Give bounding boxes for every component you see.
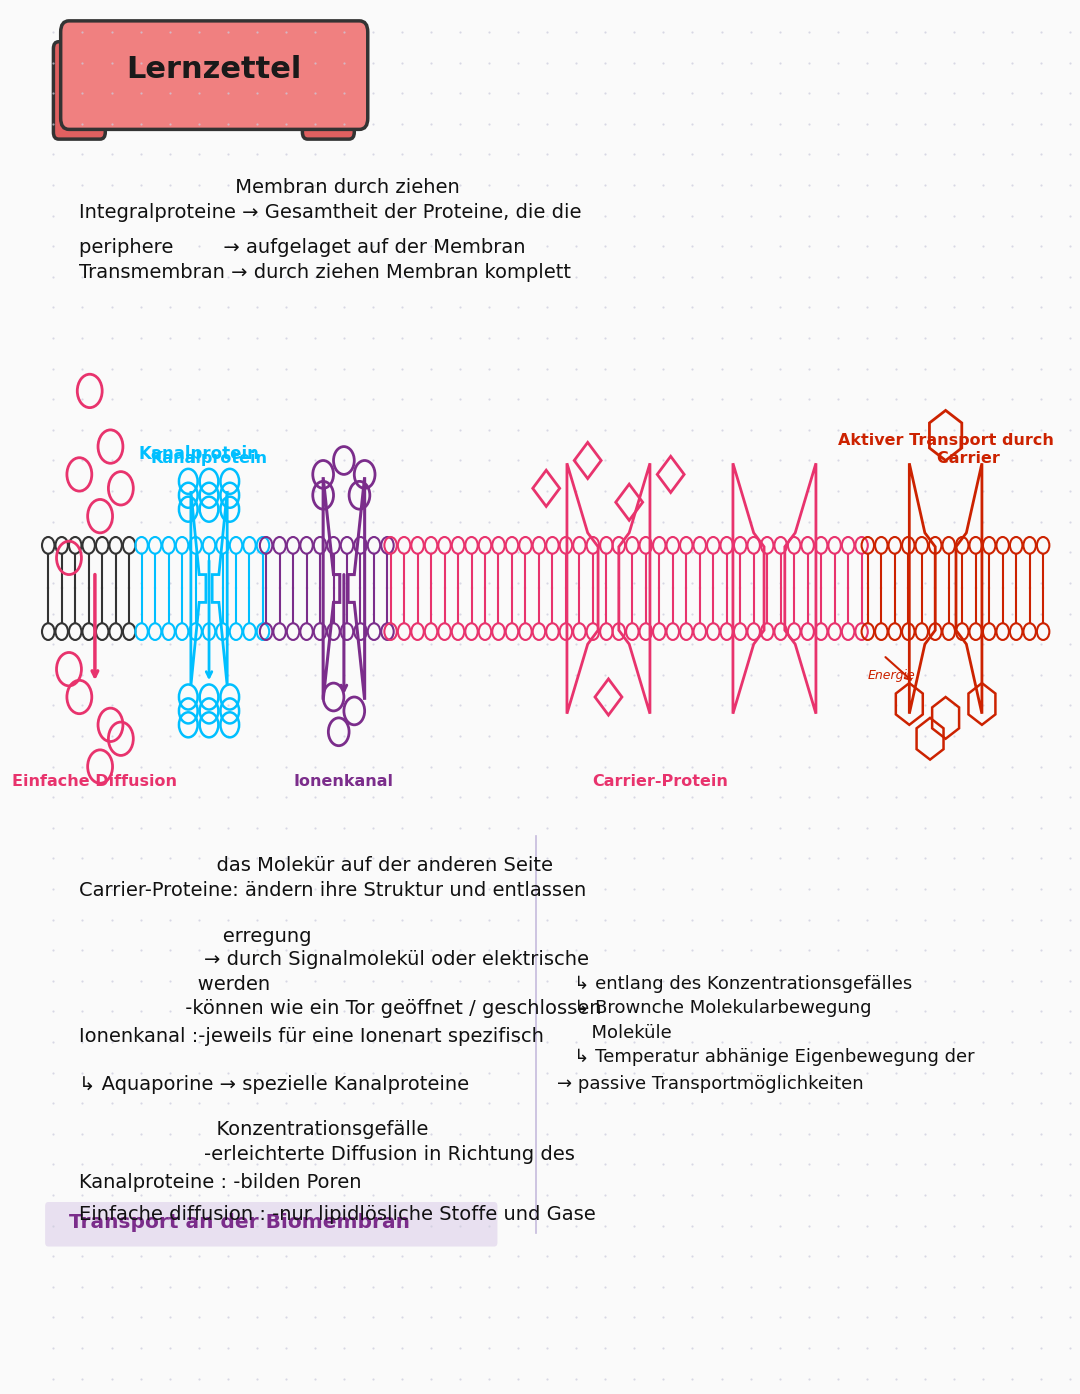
Text: ↳ Aquaporine → spezielle Kanalproteine: ↳ Aquaporine → spezielle Kanalproteine: [79, 1075, 470, 1094]
Text: Ionenkanal: Ionenkanal: [294, 774, 394, 789]
Text: Einfache diffusion : -nur lipidlösliche Stoffe und Gase: Einfache diffusion : -nur lipidlösliche …: [79, 1204, 596, 1224]
Text: erregung: erregung: [79, 927, 312, 945]
Text: → passive Transportmöglichkeiten: → passive Transportmöglichkeiten: [556, 1075, 863, 1093]
Text: ↳ Brownche Molekularbewegung: ↳ Brownche Molekularbewegung: [556, 999, 872, 1016]
Text: das Molekür auf der anderen Seite: das Molekür auf der anderen Seite: [79, 856, 553, 874]
Text: werden: werden: [79, 976, 270, 994]
Text: ↳ entlang des Konzentrationsgefälles: ↳ entlang des Konzentrationsgefälles: [556, 976, 912, 994]
FancyBboxPatch shape: [302, 42, 354, 139]
Text: Membran durch ziehen: Membran durch ziehen: [79, 178, 460, 197]
FancyBboxPatch shape: [45, 1202, 498, 1246]
Text: Lernzettel: Lernzettel: [126, 54, 302, 84]
Text: Einfache Diffusion: Einfache Diffusion: [12, 774, 177, 789]
Text: Kanalprotein: Kanalprotein: [150, 452, 268, 466]
FancyBboxPatch shape: [53, 42, 105, 139]
Text: Transport an der Biomembran: Transport an der Biomembran: [69, 1213, 410, 1232]
Text: Carrier-Protein: Carrier-Protein: [593, 774, 728, 789]
FancyBboxPatch shape: [60, 21, 368, 130]
Text: Kanalprotein: Kanalprotein: [138, 445, 259, 463]
Text: Ionenkanal :-jeweils für eine Ionenart spezifisch: Ionenkanal :-jeweils für eine Ionenart s…: [79, 1027, 544, 1046]
Text: Aktiver Transport durch
        Carrier: Aktiver Transport durch Carrier: [838, 432, 1054, 466]
Text: -können wie ein Tor geöffnet / geschlossen: -können wie ein Tor geöffnet / geschloss…: [79, 999, 602, 1018]
Text: ↳ Temperatur abhänige Eigenbewegung der: ↳ Temperatur abhänige Eigenbewegung der: [556, 1047, 974, 1065]
Text: periphere        → aufgelaget auf der Membran: periphere → aufgelaget auf der Membran: [79, 238, 526, 256]
Text: Energie: Energie: [868, 669, 916, 682]
Text: Transmembran → durch ziehen Membran komplett: Transmembran → durch ziehen Membran komp…: [79, 263, 571, 282]
Text: -erleichterte Diffusion in Richtung des: -erleichterte Diffusion in Richtung des: [79, 1144, 576, 1164]
Text: Moleküle: Moleküle: [556, 1025, 672, 1041]
Text: Kanalproteine : -bilden Poren: Kanalproteine : -bilden Poren: [79, 1172, 362, 1192]
Text: Integralproteine → Gesamtheit der Proteine, die die: Integralproteine → Gesamtheit der Protei…: [79, 204, 582, 222]
Text: Carrier-Proteine: ändern ihre Struktur und entlassen: Carrier-Proteine: ändern ihre Struktur u…: [79, 881, 586, 899]
Text: → durch Signalmolekül oder elektrische: → durch Signalmolekül oder elektrische: [79, 951, 590, 969]
Text: Konzentrationsgefälle: Konzentrationsgefälle: [79, 1119, 429, 1139]
